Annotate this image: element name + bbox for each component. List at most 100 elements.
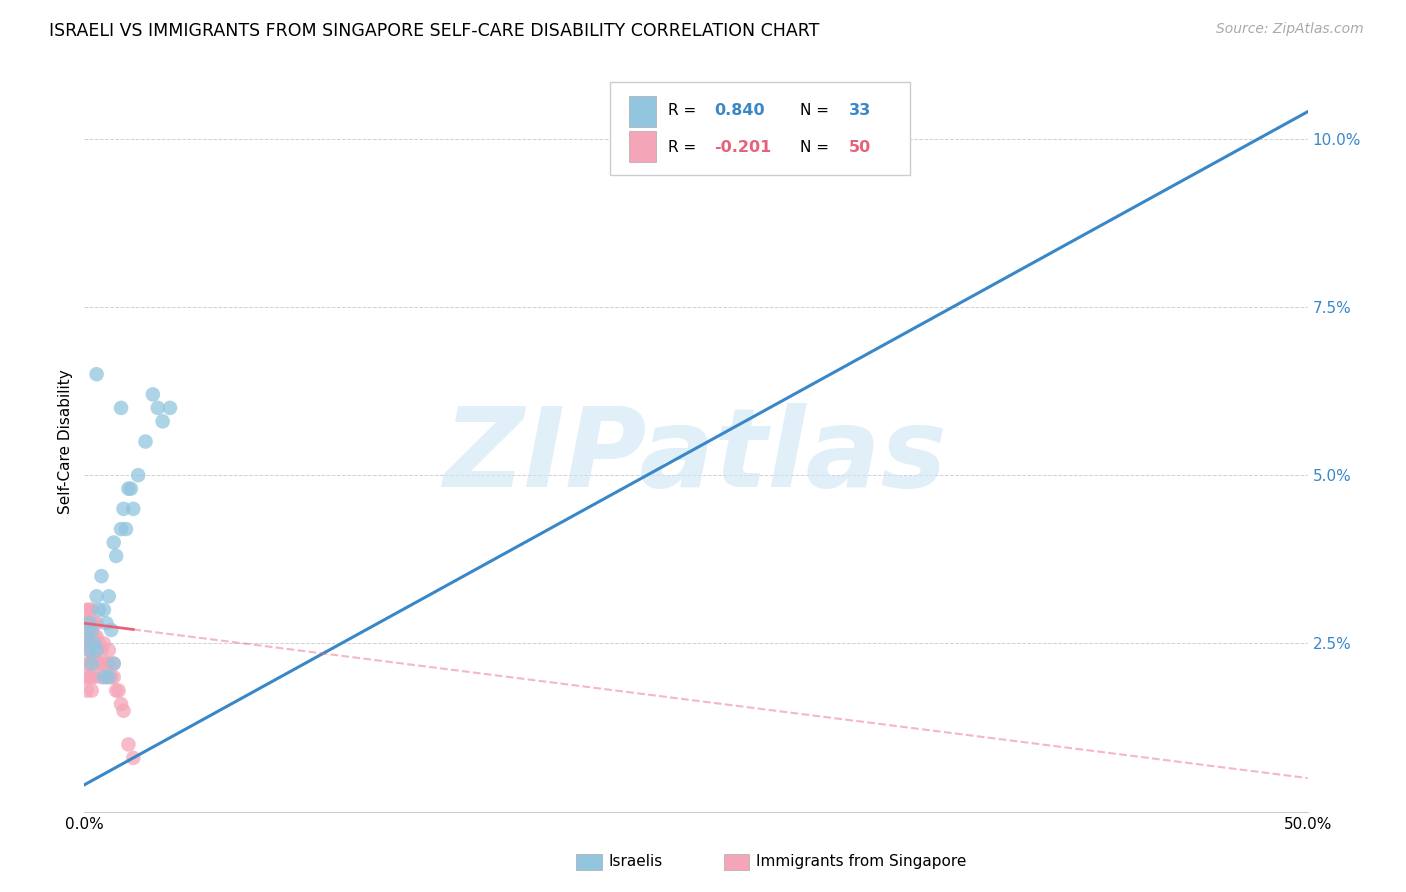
Point	[73, 636, 96, 650]
Point	[117, 482, 139, 496]
Point	[97, 670, 120, 684]
Text: Israelis: Israelis	[609, 855, 664, 869]
Point	[86, 368, 108, 382]
Point	[76, 670, 98, 684]
Text: N =: N =	[800, 140, 834, 155]
Point	[93, 603, 115, 617]
Point	[76, 630, 98, 644]
Text: ZIPatlas: ZIPatlas	[444, 403, 948, 510]
Point	[122, 751, 145, 765]
Point	[110, 697, 132, 711]
Text: 33: 33	[849, 103, 872, 118]
Point	[120, 482, 142, 496]
Point	[100, 623, 122, 637]
Point	[77, 670, 100, 684]
Point	[100, 670, 122, 684]
Point	[83, 670, 105, 684]
Point	[112, 501, 135, 516]
Point	[90, 670, 112, 684]
Point	[73, 616, 96, 631]
Point	[96, 670, 118, 684]
Point	[93, 670, 115, 684]
Text: 0.840: 0.840	[714, 103, 765, 118]
Point	[90, 643, 112, 657]
Point	[127, 468, 149, 483]
Point	[80, 623, 103, 637]
Point	[97, 590, 120, 604]
Point	[103, 657, 125, 671]
Point	[135, 434, 157, 449]
Point	[117, 738, 139, 752]
Point	[86, 643, 108, 657]
Point	[86, 643, 108, 657]
Point	[105, 683, 128, 698]
Point	[77, 657, 100, 671]
Point	[110, 401, 132, 415]
Text: 50: 50	[849, 140, 872, 155]
Point	[107, 683, 129, 698]
Point	[93, 657, 115, 671]
Point	[80, 616, 103, 631]
Point	[122, 501, 145, 516]
Point	[87, 636, 110, 650]
Point	[90, 569, 112, 583]
Point	[86, 616, 108, 631]
Point	[103, 535, 125, 549]
Bar	[628, 131, 655, 162]
Point	[142, 387, 165, 401]
Point	[159, 401, 181, 415]
Point	[80, 657, 103, 671]
Point	[97, 657, 120, 671]
Point	[115, 522, 138, 536]
Point	[86, 630, 108, 644]
Point	[77, 616, 100, 631]
Point	[77, 643, 100, 657]
Point	[77, 603, 100, 617]
Point	[83, 636, 105, 650]
Point	[96, 657, 118, 671]
Point	[93, 636, 115, 650]
Point	[76, 683, 98, 698]
Point	[83, 630, 105, 644]
Point	[77, 616, 100, 631]
Point	[112, 704, 135, 718]
Point	[86, 657, 108, 671]
Point	[80, 657, 103, 671]
Text: Source: ZipAtlas.com: Source: ZipAtlas.com	[1216, 22, 1364, 37]
Point	[97, 643, 120, 657]
Point	[146, 401, 169, 415]
Point	[76, 603, 98, 617]
Point	[80, 603, 103, 617]
FancyBboxPatch shape	[610, 82, 910, 175]
Text: N =: N =	[800, 103, 834, 118]
Point	[80, 636, 103, 650]
Point	[83, 649, 105, 664]
Point	[110, 522, 132, 536]
Point	[80, 630, 103, 644]
Bar	[628, 95, 655, 127]
Point	[80, 670, 103, 684]
Text: Immigrants from Singapore: Immigrants from Singapore	[756, 855, 967, 869]
Point	[77, 643, 100, 657]
Point	[105, 549, 128, 563]
Point	[103, 657, 125, 671]
Point	[83, 616, 105, 631]
Point	[103, 670, 125, 684]
Point	[77, 630, 100, 644]
Point	[76, 616, 98, 631]
Text: ISRAELI VS IMMIGRANTS FROM SINGAPORE SELF-CARE DISABILITY CORRELATION CHART: ISRAELI VS IMMIGRANTS FROM SINGAPORE SEL…	[49, 22, 820, 40]
Point	[86, 590, 108, 604]
Point	[76, 657, 98, 671]
Point	[96, 616, 118, 631]
Point	[80, 683, 103, 698]
Point	[87, 603, 110, 617]
Text: R =: R =	[668, 103, 702, 118]
Point	[152, 414, 174, 428]
Point	[87, 657, 110, 671]
Point	[83, 636, 105, 650]
Y-axis label: Self-Care Disability: Self-Care Disability	[58, 369, 73, 514]
Point	[80, 643, 103, 657]
Point	[76, 636, 98, 650]
Text: R =: R =	[668, 140, 702, 155]
Text: -0.201: -0.201	[714, 140, 772, 155]
